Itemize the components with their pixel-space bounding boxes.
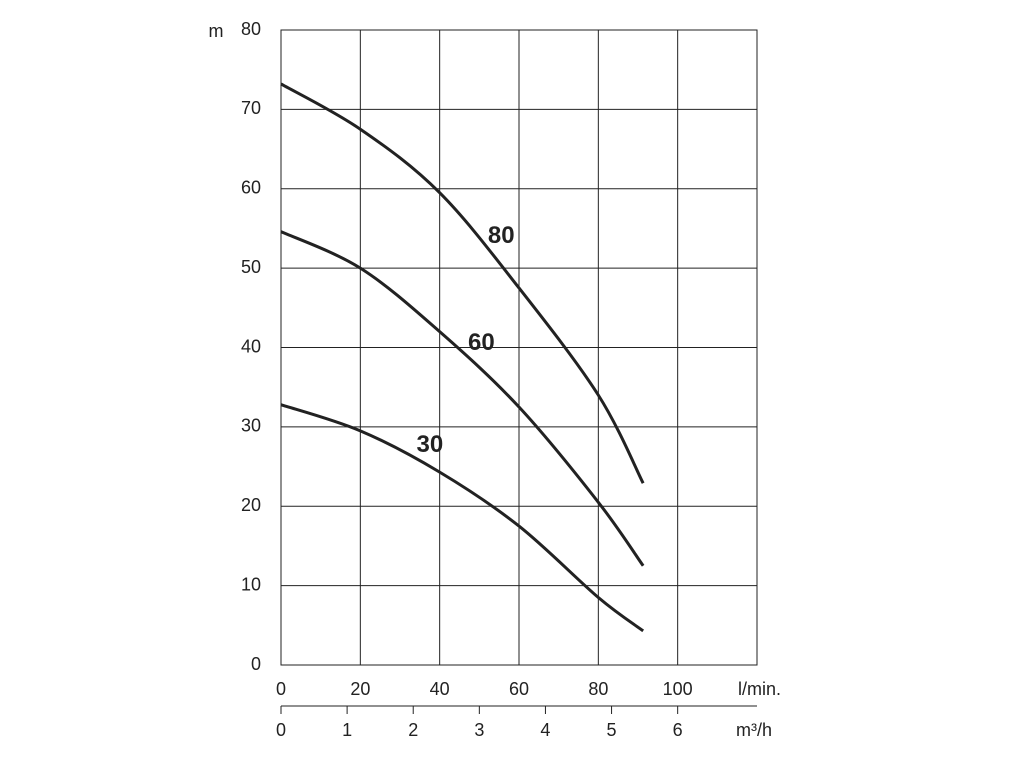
x-tick-label: 0 bbox=[276, 679, 286, 699]
pump-curve bbox=[280, 403, 645, 633]
x2-axis-label: m³/h bbox=[736, 720, 772, 740]
x-tick-label: 80 bbox=[588, 679, 608, 699]
x2-tick-label: 3 bbox=[474, 720, 484, 740]
x-tick-label: 60 bbox=[509, 679, 529, 699]
x2-tick-label: 2 bbox=[408, 720, 418, 740]
x2-tick-label: 6 bbox=[673, 720, 683, 740]
pump-curve bbox=[280, 230, 645, 567]
x2-tick-label: 5 bbox=[607, 720, 617, 740]
y-tick-label: 50 bbox=[241, 257, 261, 277]
y-tick-label: 60 bbox=[241, 178, 261, 198]
y-tick-label: 80 bbox=[241, 19, 261, 39]
x-axis-label: l/min. bbox=[738, 679, 781, 699]
y-tick-label: 40 bbox=[241, 336, 261, 356]
y-tick-label: 30 bbox=[241, 416, 261, 436]
x2-tick-label: 0 bbox=[276, 720, 286, 740]
y-tick-label: 20 bbox=[241, 495, 261, 515]
y-tick-label: 70 bbox=[241, 98, 261, 118]
curve-label: 60 bbox=[468, 329, 495, 356]
pump-curve bbox=[280, 82, 645, 484]
x2-tick-label: 1 bbox=[342, 720, 352, 740]
x2-tick-label: 4 bbox=[540, 720, 550, 740]
curve-label: 30 bbox=[416, 431, 443, 458]
y-tick-label: 0 bbox=[251, 654, 261, 674]
y-tick-label: 10 bbox=[241, 574, 261, 594]
x-tick-label: 20 bbox=[350, 679, 370, 699]
x-tick-label: 40 bbox=[430, 679, 450, 699]
y-axis-label: m bbox=[209, 21, 224, 41]
x-tick-label: 100 bbox=[663, 679, 693, 699]
curve-label: 80 bbox=[488, 222, 515, 249]
